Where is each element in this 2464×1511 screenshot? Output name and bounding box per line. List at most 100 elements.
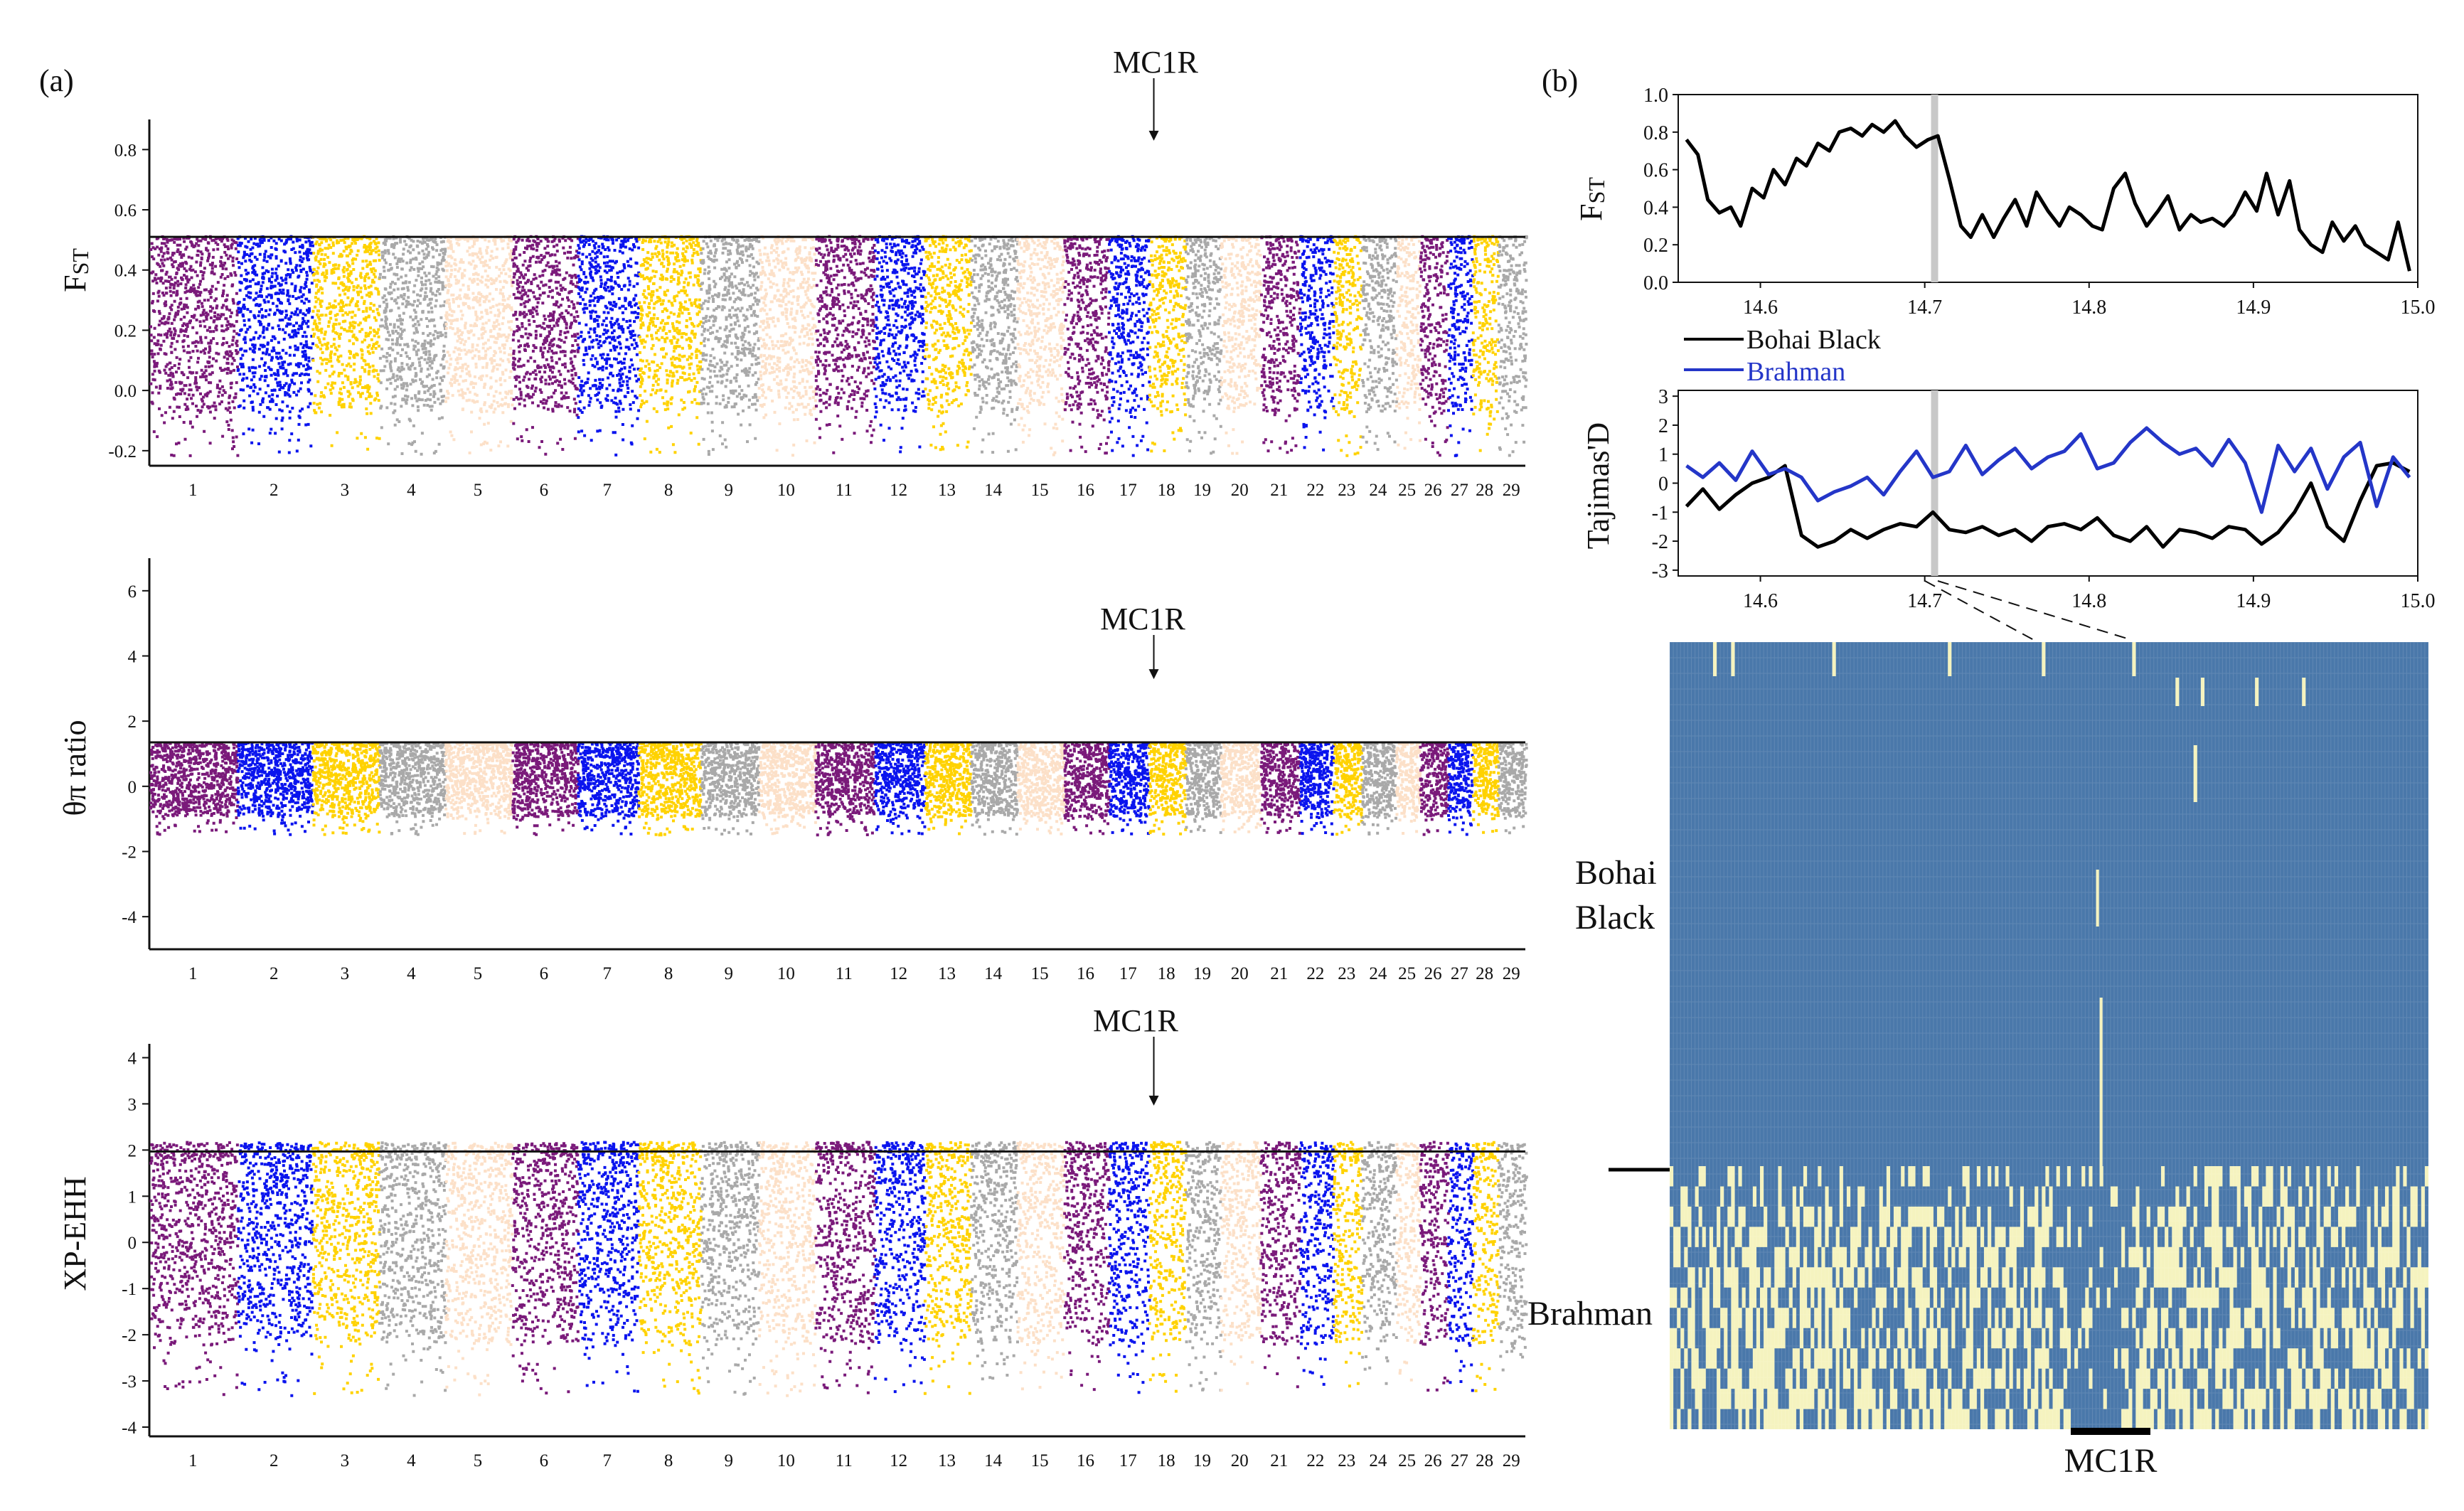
chromosome-27-points bbox=[1446, 1142, 1475, 1392]
y-tick-label: 0.8 bbox=[1643, 122, 1668, 144]
chromosome-9-points bbox=[700, 235, 761, 456]
x-tick-label-chr-4: 4 bbox=[407, 1451, 416, 1470]
chromosome-5-scatter bbox=[444, 235, 514, 454]
y-tick-label: 0.2 bbox=[1643, 235, 1668, 257]
x-tick-label-chr-18: 18 bbox=[1158, 964, 1175, 983]
y-tick-label: 0.8 bbox=[114, 141, 137, 160]
x-tick-label-chr-16: 16 bbox=[1077, 1451, 1094, 1470]
zoom-guide-left bbox=[1924, 580, 2034, 641]
xpehh-y-axis-label: XP-EHH bbox=[58, 1176, 92, 1291]
x-tick-label-chr-4: 4 bbox=[407, 481, 416, 500]
mc1r-annotation-xpehh: MC1R bbox=[1093, 1003, 1178, 1038]
chromosome-5-points bbox=[444, 1141, 514, 1397]
chromosome-24-scatter bbox=[1360, 1141, 1398, 1385]
y-tick-label: 6 bbox=[128, 582, 137, 602]
chromosome-24-points bbox=[1361, 742, 1398, 835]
chromosome-17-points bbox=[1108, 235, 1151, 457]
chromosome-10-scatter bbox=[757, 1141, 818, 1397]
chromosome-25-points bbox=[1395, 1142, 1422, 1382]
y-tick-label: -3 bbox=[1652, 560, 1668, 582]
x-tick-label-chr-10: 10 bbox=[777, 481, 795, 500]
x-tick-label-chr-14: 14 bbox=[984, 481, 1003, 500]
haplotype-heatmap bbox=[1669, 641, 2429, 1429]
chromosome-16-scatter bbox=[1063, 235, 1111, 455]
x-tick-label-chr-2: 2 bbox=[270, 964, 279, 983]
chromosome-19-points bbox=[1184, 236, 1223, 455]
x-tick-label-chr-24: 24 bbox=[1369, 964, 1387, 983]
group-label-brahman: Brahman bbox=[1527, 1295, 1653, 1333]
chromosome-11-points bbox=[814, 741, 877, 837]
x-tick-label-chr-12: 12 bbox=[890, 481, 907, 500]
x-tick-label-chr-27: 27 bbox=[1451, 964, 1468, 983]
chromosome-23-scatter bbox=[1332, 235, 1363, 457]
y-tick-label: 0 bbox=[128, 778, 137, 797]
chromosome-12-points bbox=[873, 1141, 927, 1394]
chromosome-18-scatter bbox=[1148, 235, 1188, 453]
x-tick-label-chr-27: 27 bbox=[1451, 481, 1468, 500]
chromosome-13-points bbox=[924, 741, 973, 835]
x-tick-label: 14.6 bbox=[1743, 297, 1778, 319]
x-tick-label-chr-11: 11 bbox=[836, 1451, 853, 1470]
chromosome-4-scatter bbox=[378, 741, 447, 836]
group-label-bohai-black: Bohai Black bbox=[1575, 854, 1657, 936]
chromosome-10-points bbox=[757, 741, 818, 835]
x-tick-label-chr-22: 22 bbox=[1306, 1451, 1324, 1470]
chromosome-21-scatter bbox=[1259, 741, 1302, 835]
chromosome-10-points bbox=[757, 235, 818, 457]
zoom-guide-right bbox=[1937, 580, 2133, 641]
chromosome-26-scatter bbox=[1419, 741, 1450, 836]
chromosome-6-points bbox=[511, 741, 580, 836]
y-tick-label: -4 bbox=[122, 908, 137, 927]
y-tick-label: 1 bbox=[1658, 444, 1668, 466]
x-tick-label-chr-12: 12 bbox=[890, 964, 907, 983]
x-tick-label-chr-17: 17 bbox=[1119, 481, 1137, 500]
chromosome-2-scatter bbox=[236, 1141, 314, 1397]
x-tick-label-chr-20: 20 bbox=[1231, 964, 1249, 983]
chromosome-18-scatter bbox=[1148, 1141, 1188, 1393]
x-tick-label: 14.7 bbox=[1907, 590, 1942, 612]
y-tick-label: 2 bbox=[128, 712, 137, 732]
x-tick-label-chr-7: 7 bbox=[602, 1451, 612, 1470]
legend-label-bohai-black: Bohai Black bbox=[1746, 325, 1881, 355]
chromosome-14-points bbox=[970, 235, 1020, 454]
chromosome-4-points bbox=[378, 741, 447, 836]
mc1r-annotation-fst: MC1R bbox=[1113, 45, 1198, 80]
chromosome-5-points bbox=[444, 741, 514, 835]
chromosome-17-scatter bbox=[1108, 235, 1151, 457]
mc1r-arrow-head bbox=[1148, 669, 1159, 680]
chromosome-3-scatter bbox=[311, 1141, 381, 1395]
x-tick-label-chr-26: 26 bbox=[1424, 964, 1442, 983]
chromosome-15-points bbox=[1016, 235, 1066, 456]
chromosome-18-scatter bbox=[1148, 741, 1188, 836]
chromosome-24-points bbox=[1361, 235, 1398, 452]
chromosome-17-points bbox=[1108, 742, 1151, 835]
chromosome-20-points bbox=[1220, 235, 1263, 455]
chromosome-14-scatter bbox=[970, 741, 1019, 836]
x-tick-label: 14.7 bbox=[1907, 297, 1942, 319]
chromosome-8-points bbox=[637, 1141, 703, 1395]
chromosome-29-scatter bbox=[1497, 741, 1528, 835]
chromosome-9-scatter bbox=[700, 741, 761, 835]
x-tick-label-chr-26: 26 bbox=[1424, 481, 1442, 500]
mc1r-arrow-head bbox=[1148, 130, 1159, 141]
chromosome-29-points bbox=[1497, 1142, 1528, 1372]
chromosome-18-points bbox=[1148, 1141, 1188, 1393]
y-tick-label: 0.6 bbox=[114, 201, 137, 220]
chromosome-20-scatter bbox=[1220, 1141, 1262, 1392]
chromosome-22-points bbox=[1298, 742, 1335, 836]
chromosome-9-scatter bbox=[700, 235, 761, 456]
x-tick-label-chr-24: 24 bbox=[1369, 1451, 1387, 1470]
chromosome-11-scatter bbox=[814, 741, 877, 837]
y-tick-label: 0.6 bbox=[1643, 160, 1668, 182]
chromosome-8-scatter bbox=[637, 235, 703, 454]
mc1r-gene-bar bbox=[2071, 1428, 2150, 1435]
chromosome-13-points bbox=[923, 1141, 973, 1395]
chromosome-7-points bbox=[577, 235, 641, 456]
tajimas-y-axis-label: Tajimas'D bbox=[1581, 422, 1616, 549]
chromosome-13-scatter bbox=[923, 1141, 973, 1395]
chromosome-12-points bbox=[873, 235, 927, 454]
chromosome-5-scatter bbox=[444, 1141, 514, 1397]
x-tick-label-chr-23: 23 bbox=[1338, 481, 1355, 500]
x-tick-label-chr-5: 5 bbox=[474, 1451, 483, 1470]
